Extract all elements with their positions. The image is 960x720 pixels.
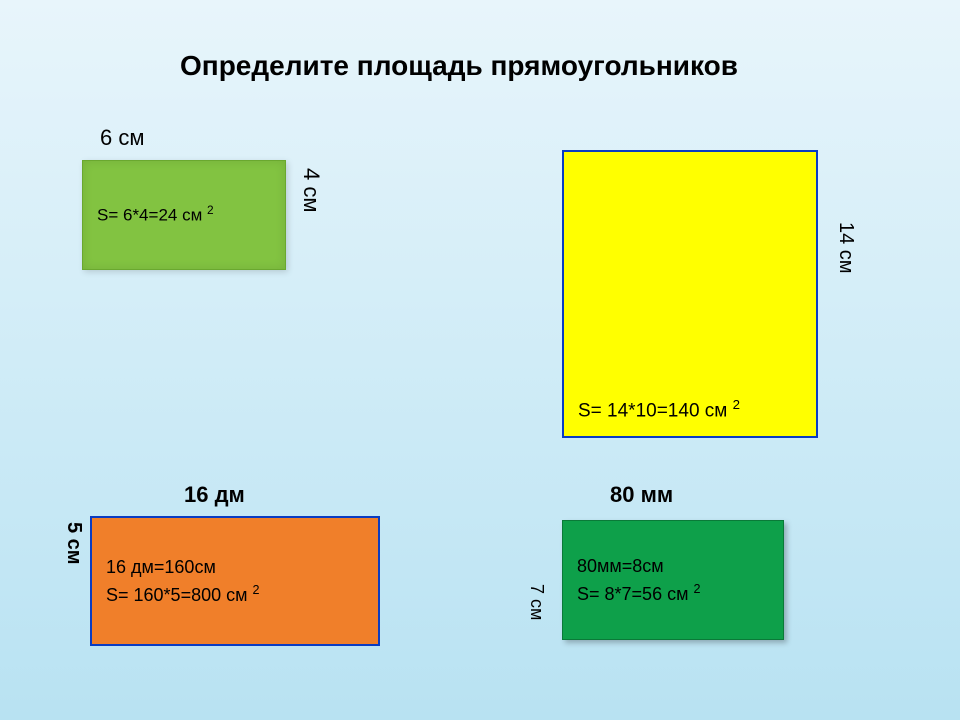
rect4-dim-left: 7 см [526, 584, 547, 620]
rect1-formula: S= 6*4=24 см 2 [97, 202, 271, 228]
rect4-formula: 80мм=8смS= 8*7=56 см 2 [577, 553, 769, 608]
rect1-shape: S= 6*4=24 см 2 [82, 160, 286, 270]
rect3-shape: 16 дм=160смS= 160*5=800 см 2 [90, 516, 380, 646]
rect4-shape: 80мм=8смS= 8*7=56 см 2 [562, 520, 784, 640]
rect2-shape: S= 14*10=140 см 2 [562, 150, 818, 438]
rect2-dim-right: 14 см [834, 222, 857, 274]
page-title: Определите площадь прямоугольников [180, 50, 738, 82]
rect2-formula: S= 14*10=140 см 2 [578, 395, 802, 426]
rect3-dim-left: 5 см [62, 522, 85, 565]
rect3-dim-top: 16 дм [184, 482, 245, 508]
rect4-dim-top: 80 мм [610, 482, 673, 508]
rect1-dim-right: 4 см [298, 168, 324, 212]
rect3-formula: 16 дм=160смS= 160*5=800 см 2 [106, 554, 364, 609]
rect1-dim-top: 6 см [100, 125, 144, 151]
